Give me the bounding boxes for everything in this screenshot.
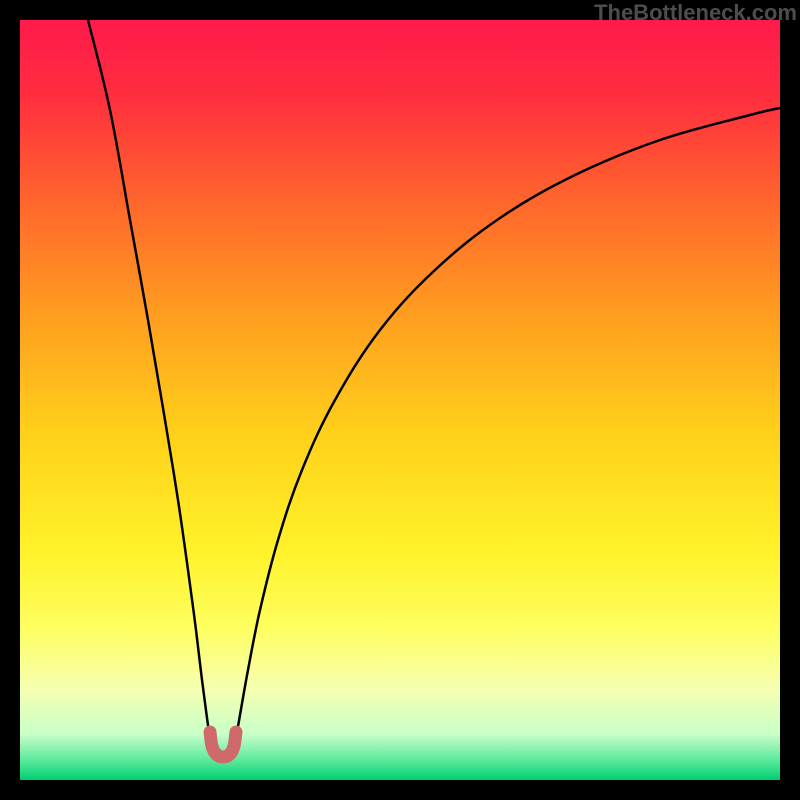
minimum-marker xyxy=(210,732,236,757)
left-branch-curve xyxy=(88,20,210,738)
curve-overlay xyxy=(20,20,780,780)
right-branch-curve xyxy=(236,108,780,738)
chart-frame: TheBottleneck.com xyxy=(0,0,800,800)
plot-area xyxy=(20,20,780,780)
watermark-text: TheBottleneck.com xyxy=(594,0,797,26)
